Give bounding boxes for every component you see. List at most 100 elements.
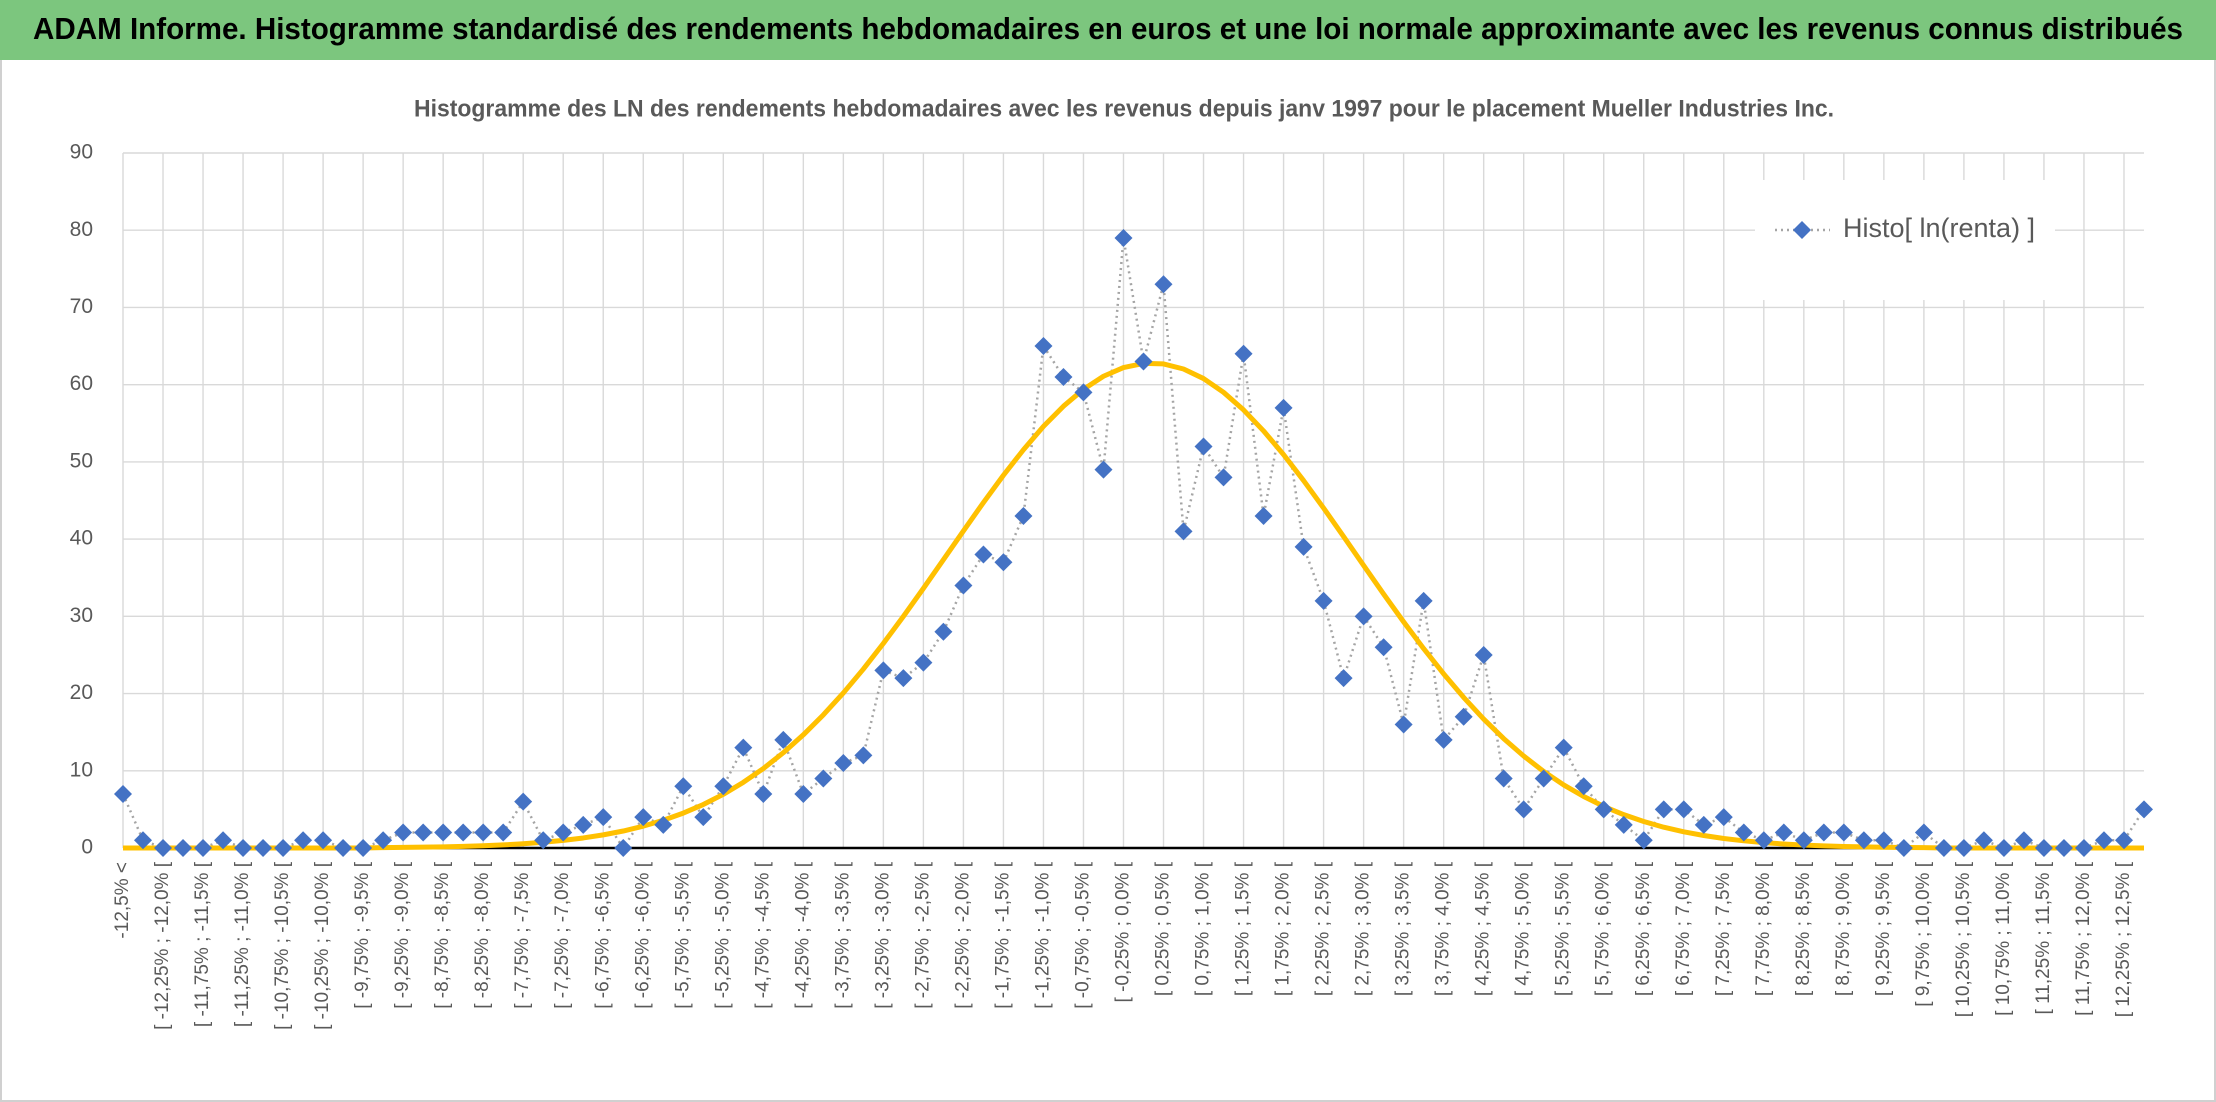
data-marker (714, 777, 733, 796)
x-tick-label: [ -10,75% ; -10,5% [ (272, 861, 293, 1030)
data-marker (1494, 769, 1513, 788)
data-marker (2034, 839, 2053, 857)
y-tick-label: 60 (70, 372, 93, 395)
data-marker (874, 661, 893, 680)
data-marker (1394, 715, 1413, 734)
x-tick-label: [ -8,75% ; -8,5% [ (432, 861, 453, 1009)
x-tick-label: [ -3,25% ; -3,0% [ (872, 861, 893, 1009)
data-marker (1954, 839, 1973, 857)
x-tick-label: [ 1,25% ; 1,5% [ (1233, 861, 1254, 996)
data-marker (1474, 645, 1493, 664)
data-marker (674, 777, 693, 796)
data-marker (394, 823, 413, 842)
x-tick-label: [ -4,25% ; -4,0% [ (792, 861, 813, 1009)
legend-label: Histo[ ln(renta) ] (1843, 213, 2035, 243)
data-marker (654, 815, 673, 834)
data-marker (1574, 777, 1593, 796)
x-tick-label: [ 1,75% ; 2,0% [ (1273, 861, 1294, 996)
x-tick-label: [ 9,75% ; 10,0% [ (1913, 861, 1934, 1006)
x-tick-label: [ -1,25% ; -1,0% [ (1032, 861, 1053, 1009)
data-marker (794, 784, 813, 803)
data-marker (734, 738, 753, 757)
x-tick-label: [ -5,25% ; -5,0% [ (712, 861, 733, 1009)
data-marker (854, 746, 873, 765)
x-tick-label: [ -10,25% ; -10,0% [ (312, 861, 333, 1030)
data-marker (2054, 839, 2073, 857)
data-marker (1534, 769, 1553, 788)
data-marker (234, 839, 253, 857)
data-marker (1034, 337, 1053, 356)
y-tick-label: 30 (70, 604, 93, 627)
x-tick-label: [ 2,25% ; 2,5% [ (1313, 861, 1334, 996)
y-tick-label: 10 (70, 758, 93, 781)
x-tick-label: [ 0,25% ; 0,5% [ (1153, 861, 1174, 996)
y-tick-label: 70 (70, 295, 93, 318)
x-tick-label: [ -1,75% ; -1,5% [ (992, 861, 1013, 1009)
data-marker (1914, 823, 1933, 842)
data-marker (1754, 831, 1773, 850)
data-marker (1434, 730, 1453, 749)
data-marker (934, 622, 953, 641)
y-tick-label: 90 (70, 141, 93, 164)
data-marker (1654, 800, 1673, 819)
x-tick-label: [ 8,75% ; 9,0% [ (1833, 861, 1854, 996)
x-tick-label: [ 3,75% ; 4,0% [ (1433, 861, 1454, 996)
data-marker (514, 792, 533, 811)
x-tick-label: [ 5,75% ; 6,0% [ (1593, 861, 1614, 996)
x-tick-label: [ 7,75% ; 8,0% [ (1753, 861, 1774, 996)
data-marker (334, 839, 353, 857)
x-tick-label: [ 4,25% ; 4,5% [ (1473, 861, 1494, 996)
data-marker (554, 823, 573, 842)
data-marker (534, 831, 553, 850)
data-marker (634, 808, 653, 827)
x-tick-label: [ 5,25% ; 5,5% [ (1553, 861, 1574, 996)
x-tick-label: [ -11,75% ; -11,5% [ (192, 861, 213, 1027)
data-marker (174, 839, 193, 857)
data-marker (114, 784, 132, 803)
data-marker (1634, 831, 1653, 850)
data-marker (2074, 839, 2093, 857)
x-tick-label: [ 6,75% ; 7,0% [ (1673, 861, 1694, 996)
data-marker (1794, 831, 1813, 850)
data-marker (374, 831, 393, 850)
data-marker (1154, 275, 1173, 294)
data-marker (894, 669, 913, 688)
data-marker (594, 808, 613, 827)
x-tick-label: [ 10,75% ; 11,0% [ (1993, 861, 2014, 1016)
x-tick-label: -12,5% < (112, 862, 133, 939)
x-tick-label: [ -6,25% ; -6,0% [ (632, 861, 653, 1009)
y-tick-label: 0 (81, 836, 93, 859)
x-tick-label: [ 6,25% ; 6,5% [ (1633, 861, 1654, 996)
data-marker (1854, 831, 1873, 850)
data-marker (454, 823, 473, 842)
data-marker (354, 839, 373, 857)
data-marker (1774, 823, 1793, 842)
data-marker (1054, 367, 1073, 386)
data-marker (1274, 398, 1293, 417)
x-tick-label: [ 11,75% ; 12,0% [ (2073, 861, 2094, 1016)
data-marker (1174, 522, 1193, 541)
data-marker (1874, 831, 1893, 850)
x-tick-label: [ -9,75% ; -9,5% [ (352, 861, 373, 1009)
x-tick-label: [ -9,25% ; -9,0% [ (392, 861, 413, 1009)
x-tick-label: [ -0,25% ; 0,0% [ (1113, 861, 1134, 1002)
data-marker (574, 815, 593, 834)
data-marker (1554, 738, 1573, 757)
x-tick-label: [ 12,25% ; 12,5% [ (2113, 861, 2134, 1017)
data-marker (814, 769, 833, 788)
x-tick-label: [ -12,25% ; -12,0% [ (152, 861, 173, 1030)
x-tick-label: [ -4,75% ; -4,5% [ (752, 861, 773, 1009)
data-marker (1234, 344, 1253, 363)
chart-subtitle: Histogramme des LN des rendements hebdom… (414, 95, 1834, 122)
data-marker (614, 839, 633, 857)
data-marker (1294, 537, 1313, 556)
data-marker (314, 831, 333, 850)
data-marker (134, 831, 153, 850)
x-tick-label: [ -8,25% ; -8,0% [ (472, 861, 493, 1009)
data-marker (974, 545, 993, 564)
data-marker (1514, 800, 1533, 819)
data-marker (1314, 591, 1333, 610)
legend-box (1755, 180, 2055, 300)
y-tick-label: 80 (70, 218, 93, 241)
